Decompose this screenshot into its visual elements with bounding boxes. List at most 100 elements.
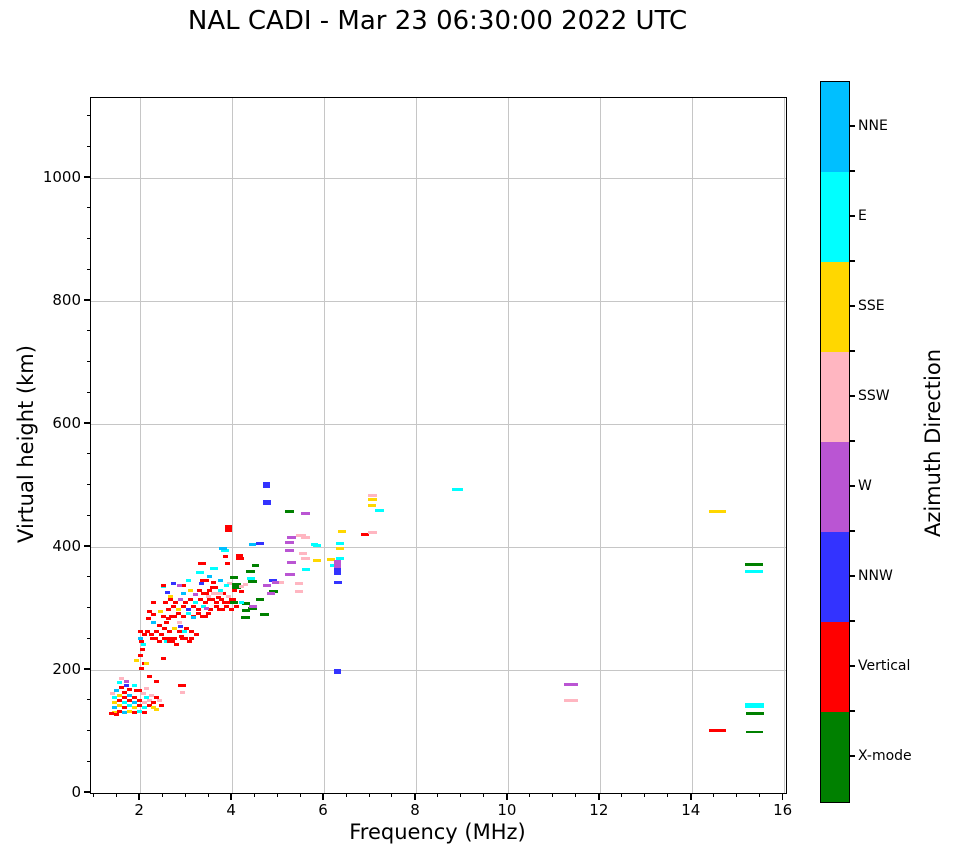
data-point	[175, 611, 181, 615]
y-major-tick	[84, 668, 90, 670]
data-point	[334, 560, 342, 569]
colorbar	[820, 81, 850, 803]
gridline-y	[91, 669, 786, 671]
colorbar-segment-SSE	[821, 262, 849, 352]
y-axis-label: Virtual height (km)	[14, 345, 38, 543]
data-point	[158, 632, 164, 636]
data-point	[285, 548, 295, 552]
data-point	[301, 536, 311, 540]
data-point	[116, 709, 122, 713]
gridline-y	[91, 300, 786, 302]
y-minor-tick	[86, 760, 90, 762]
data-point	[180, 636, 189, 640]
data-point	[222, 554, 228, 558]
data-point	[151, 620, 157, 624]
data-point	[198, 597, 204, 601]
data-point	[143, 661, 149, 665]
x-minor-tick	[713, 793, 715, 798]
data-point	[367, 531, 377, 535]
data-point	[368, 503, 377, 507]
data-point	[708, 729, 726, 733]
x-major-tick	[690, 793, 692, 800]
y-minor-tick	[86, 145, 90, 147]
data-point	[192, 593, 198, 597]
colorbar-tick-label-W: W	[858, 478, 872, 494]
data-point	[166, 629, 172, 633]
colorbar-boundary-tick	[850, 350, 855, 352]
gridline-x	[324, 98, 326, 793]
data-point	[168, 597, 174, 601]
data-point	[241, 602, 250, 606]
data-point	[161, 636, 167, 640]
data-point	[171, 626, 177, 630]
data-point	[451, 487, 463, 491]
data-point	[233, 605, 239, 609]
y-tick-label: 800	[52, 290, 81, 309]
x-major-tick	[598, 793, 600, 800]
data-point	[209, 586, 218, 590]
data-point	[178, 625, 184, 629]
data-point	[171, 636, 177, 640]
colorbar-segment-NNW	[821, 532, 849, 622]
colorbar-boundary-tick	[850, 620, 855, 622]
x-minor-tick	[299, 793, 301, 798]
data-point	[176, 620, 182, 624]
data-point	[108, 711, 114, 715]
data-point	[116, 694, 122, 698]
data-point	[136, 699, 142, 703]
x-minor-tick	[736, 793, 738, 798]
data-point	[294, 582, 303, 586]
data-point	[167, 639, 176, 643]
x-minor-tick	[575, 793, 577, 798]
data-point	[745, 711, 764, 715]
data-point	[230, 597, 236, 601]
data-point	[141, 706, 147, 709]
data-point	[166, 636, 172, 640]
y-major-tick	[84, 422, 90, 424]
colorbar-tick-label-SSE: SSE	[858, 298, 885, 314]
data-point	[238, 590, 244, 594]
data-point	[745, 702, 765, 708]
data-point	[301, 511, 311, 515]
gridline-y	[91, 177, 786, 179]
x-tick-label: 16	[773, 801, 793, 819]
data-point	[131, 701, 137, 705]
data-point	[336, 546, 345, 550]
data-point	[284, 573, 295, 577]
data-point	[113, 689, 119, 693]
y-minor-tick	[86, 237, 90, 239]
data-point	[136, 704, 142, 708]
data-point	[276, 581, 285, 585]
data-point	[230, 600, 239, 604]
data-point	[113, 713, 119, 717]
y-major-tick	[84, 299, 90, 301]
data-point	[179, 634, 185, 638]
y-major-tick	[84, 791, 90, 793]
data-point	[198, 582, 204, 586]
data-point	[111, 696, 117, 700]
data-point	[255, 597, 264, 601]
gridline-x	[232, 98, 234, 793]
data-point	[183, 600, 189, 604]
y-minor-tick	[86, 453, 90, 455]
data-point	[126, 694, 132, 698]
data-point	[133, 659, 139, 663]
data-point	[133, 689, 142, 693]
data-point	[248, 579, 258, 583]
data-point	[176, 583, 182, 587]
data-point	[367, 494, 377, 498]
x-minor-tick	[184, 793, 186, 798]
data-point	[246, 577, 255, 581]
data-point	[171, 581, 177, 585]
colorbar-tick	[850, 485, 855, 487]
data-point	[301, 556, 311, 560]
data-point	[156, 623, 162, 627]
data-point	[111, 710, 117, 714]
y-minor-tick	[86, 114, 90, 116]
data-point	[146, 674, 152, 678]
x-major-tick	[781, 793, 784, 800]
data-point	[151, 701, 157, 705]
data-point	[136, 709, 142, 713]
data-point	[138, 666, 144, 670]
data-point	[218, 588, 224, 592]
